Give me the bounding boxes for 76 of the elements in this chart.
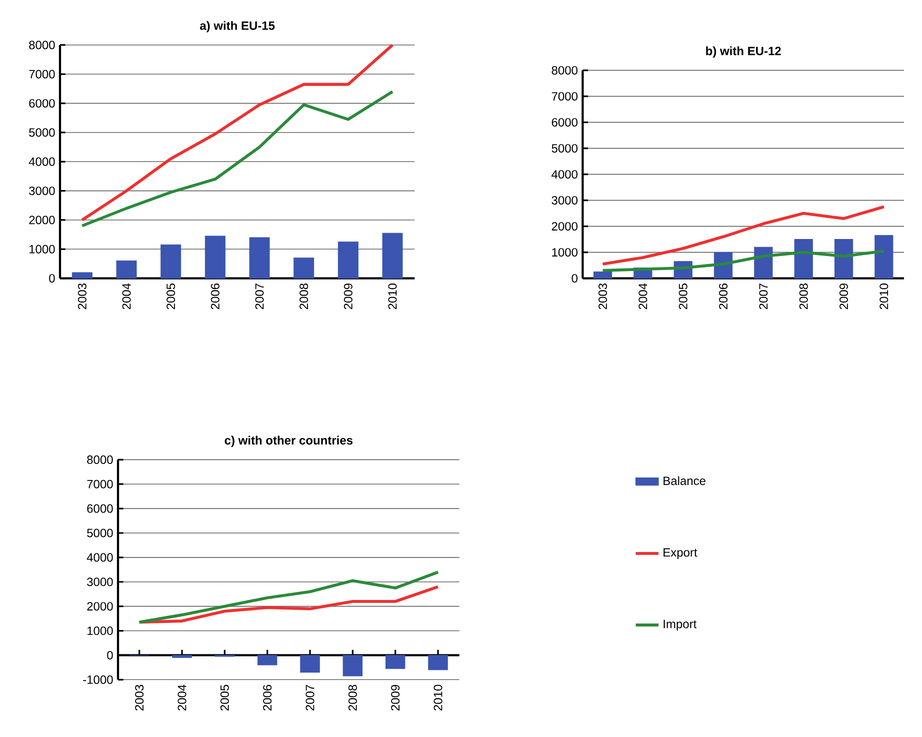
x-tick-label: 2007: [759, 284, 768, 310]
bar: [593, 272, 612, 279]
x-tick-label: 2003: [598, 284, 608, 310]
x-tick-label: 2009: [391, 684, 400, 710]
chart-title: c) with other countries: [224, 436, 353, 447]
line-series: [601, 205, 886, 266]
bar: [294, 258, 314, 279]
bar: [834, 239, 854, 279]
y-tick-label: 8000: [29, 40, 55, 50]
y-tick-label: 0: [49, 274, 55, 283]
y-tick-label: 8000: [87, 455, 113, 464]
bar: [204, 236, 226, 279]
x-tick-label: 2006: [210, 284, 220, 310]
y-tick-label: 3000: [87, 578, 113, 586]
legend-label: Export: [664, 548, 698, 560]
x-tick-label: 2009: [839, 284, 848, 310]
line-series: [601, 250, 886, 272]
chart-title: a) with EU-15: [200, 21, 275, 32]
bar: [338, 242, 358, 279]
y-tick-label: 1000: [88, 626, 113, 636]
x-tick-label: 2010: [434, 684, 442, 710]
x-tick-label: 2007: [255, 284, 264, 310]
x-tick-label: 2008: [348, 684, 357, 710]
y-tick-label: 7000: [552, 92, 578, 101]
bar: [116, 260, 137, 279]
x-tick-label: 2004: [122, 283, 131, 310]
y-tick-label: 7000: [87, 480, 113, 488]
y-tick-label: 6000: [87, 504, 113, 513]
bar: [249, 237, 270, 279]
legend-label: Import: [664, 620, 697, 631]
x-tick-label: 2009: [344, 284, 352, 310]
bar: [874, 235, 894, 279]
x-tick-label: 2004: [638, 283, 648, 310]
y-tick-label: 3000: [552, 196, 578, 205]
y-tick-label: 0: [107, 650, 113, 660]
bar: [754, 246, 773, 279]
chart-title: b) with EU-12: [706, 46, 781, 58]
x-tick-label: 2006: [718, 284, 728, 310]
y-tick-label: 4000: [86, 553, 113, 562]
bar: [72, 272, 92, 279]
x-tick-label: 2003: [135, 684, 144, 710]
line-series: [80, 44, 394, 222]
x-tick-label: 2005: [166, 284, 176, 310]
line-series: [138, 570, 440, 624]
y-tick-label: 8000: [552, 66, 578, 75]
y-tick-label: 0: [572, 274, 578, 283]
x-tick-label: 2005: [678, 284, 688, 310]
line-series: [80, 90, 394, 228]
x-tick-label: 2010: [880, 284, 888, 310]
y-tick-label: 3000: [29, 186, 55, 196]
y-tick-label: 6000: [552, 118, 578, 127]
y-tick-label: 5000: [552, 144, 578, 153]
y-tick-label: 1000: [30, 244, 55, 254]
y-tick-label: -1000: [83, 675, 113, 684]
x-tick-label: 2010: [388, 284, 397, 310]
bar: [794, 239, 813, 279]
bar: [382, 232, 403, 279]
x-tick-label: 2006: [263, 684, 272, 710]
x-tick-label: 2003: [78, 284, 86, 310]
legend-label: Balance: [664, 476, 706, 486]
y-tick-label: 6000: [29, 99, 55, 108]
y-tick-label: 2000: [87, 602, 113, 611]
x-tick-label: 2007: [306, 684, 314, 710]
x-tick-label: 2008: [799, 284, 808, 310]
y-tick-label: 4000: [552, 170, 578, 179]
x-tick-label: 2004: [178, 684, 186, 710]
bar: [160, 244, 182, 279]
y-tick-label: 4000: [28, 157, 55, 166]
y-tick-label: 5000: [29, 128, 55, 137]
y-tick-label: 1000: [552, 248, 578, 257]
y-tick-label: 7000: [29, 70, 55, 78]
x-tick-label: 2005: [220, 684, 229, 710]
y-tick-label: 2000: [29, 216, 55, 224]
y-tick-label: 5000: [87, 528, 113, 538]
y-tick-label: 2000: [552, 222, 578, 231]
x-tick-label: 2008: [300, 284, 308, 310]
